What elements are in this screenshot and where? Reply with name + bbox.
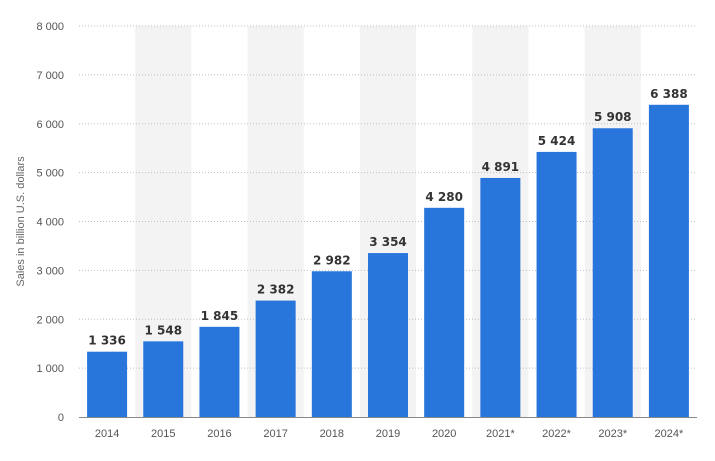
x-tick-label: 2024* (655, 428, 684, 440)
bar (143, 341, 184, 417)
data-label: 1 845 (201, 309, 239, 323)
data-label: 4 891 (482, 160, 520, 174)
x-tick-label: 2021* (486, 428, 515, 440)
y-tick-label: 3 000 (36, 265, 64, 277)
bar (368, 253, 408, 417)
x-axis-ticks: 2014 2015 2016 2017 2018 2019 2020 2021* 2022* 20… (95, 428, 684, 440)
data-label: 6 388 (650, 87, 688, 101)
data-label: 1 548 (144, 323, 182, 337)
bar (480, 177, 521, 417)
y-tick-label: 6 000 (36, 119, 64, 131)
data-label: 5 908 (594, 110, 632, 124)
bar (648, 104, 689, 417)
bar (592, 128, 633, 417)
x-tick-label: 2018 (320, 428, 344, 440)
data-label: 1 336 (88, 334, 126, 348)
x-tick-label: 2015 (151, 428, 175, 440)
y-tick-label: 8 000 (36, 21, 64, 33)
y-axis-ticks: 0 1 000 2 000 3 000 4 000 5 000 6 000 7 000 8 00… (36, 21, 64, 424)
bar (255, 300, 296, 417)
data-label: 4 280 (425, 190, 463, 204)
bar (424, 207, 465, 417)
y-tick-label: 1 000 (36, 363, 64, 375)
x-tick-label: 2020 (432, 428, 456, 440)
y-tick-label: 2 000 (36, 314, 64, 326)
bar (199, 326, 240, 417)
bar (87, 351, 128, 417)
x-tick-label: 2022* (542, 428, 571, 440)
bars (87, 104, 689, 418)
x-tick-label: 2023* (598, 428, 627, 440)
data-label: 2 382 (257, 283, 295, 297)
x-tick-label: 2017 (263, 428, 287, 440)
data-label: 5 424 (538, 134, 576, 148)
x-tick-label: 2014 (95, 428, 119, 440)
bar (536, 151, 577, 418)
data-label: 3 354 (369, 235, 407, 249)
y-tick-label: 7 000 (36, 70, 64, 82)
y-tick-label: 4 000 (36, 217, 64, 229)
y-tick-label: 5 000 (36, 168, 64, 180)
data-label: 2 982 (313, 253, 351, 267)
y-tick-label: 0 (58, 412, 64, 424)
y-axis-label: Sales in billion U.S. dollars (15, 156, 27, 287)
x-tick-label: 2019 (376, 428, 400, 440)
bar (311, 271, 352, 417)
data-labels: 1 336 1 548 1 845 2 382 2 982 3 354 4 280 4 891… (88, 87, 687, 348)
x-tick-label: 2016 (207, 428, 231, 440)
